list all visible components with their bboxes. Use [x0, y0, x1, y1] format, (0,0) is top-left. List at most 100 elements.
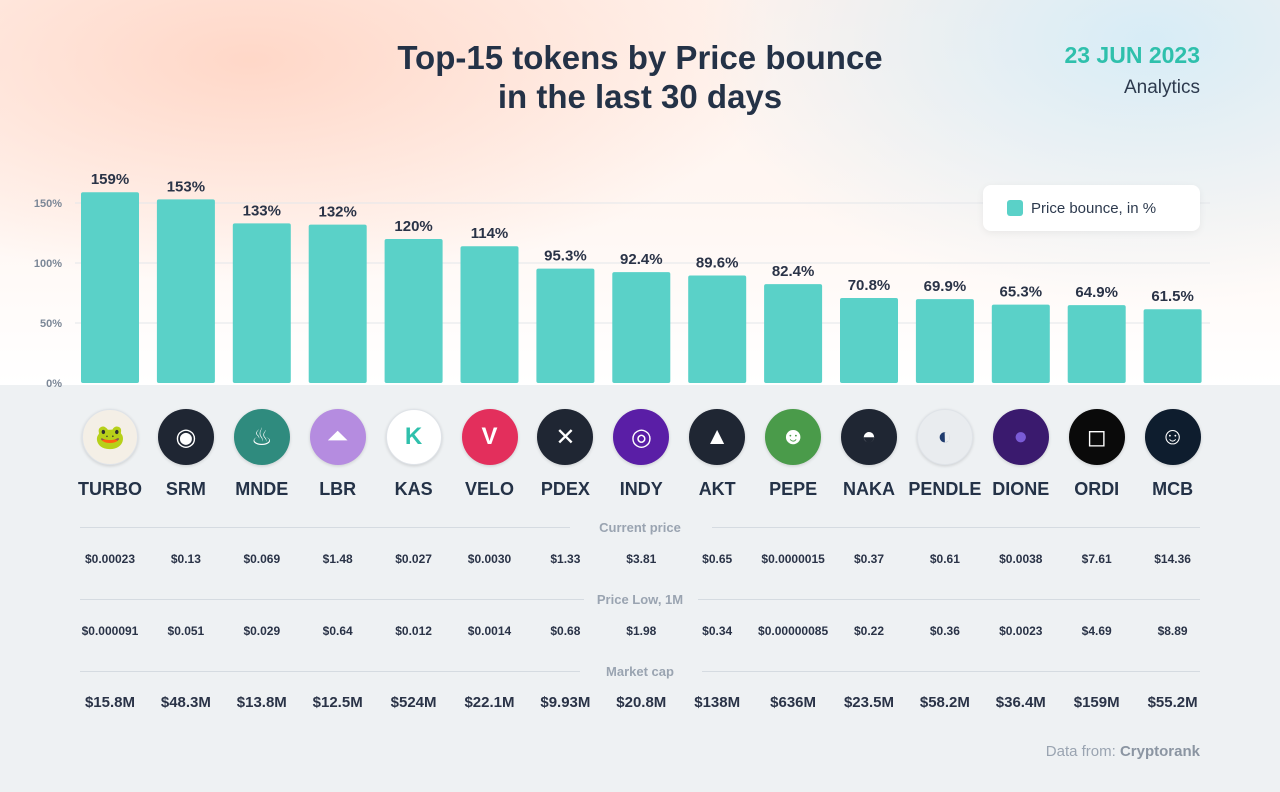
frog-toad-icon: 🐸 [82, 409, 138, 465]
legend-label: Price bounce, in % [1031, 199, 1157, 217]
chart-legend: Price bounce, in % [983, 185, 1200, 231]
bar-akt [688, 275, 747, 383]
price-low-value: $0.68 [550, 624, 581, 638]
token-symbol: MNDE [235, 479, 289, 499]
market-cap-value: $138M [694, 694, 741, 711]
data-source-name: Cryptorank [1119, 743, 1200, 760]
pepe-frog-icon: ☻ [765, 409, 822, 465]
bar-srm [156, 199, 215, 383]
section-label-price-low: Price Low, 1M [596, 592, 684, 607]
current-price-value: $1.48 [322, 552, 353, 566]
token-symbol: PENDLE [908, 479, 982, 499]
current-price-value: $0.61 [929, 552, 960, 566]
price-low-value: $0.029 [243, 624, 281, 638]
bar-value-label: 114% [471, 225, 509, 242]
bar-turbo [81, 192, 139, 383]
market-cap-value: $22.1M [464, 694, 515, 711]
market-cap-value: $20.8M [616, 694, 667, 711]
bar-value-label: 133% [243, 202, 281, 219]
bar-value-label: 132% [319, 204, 357, 221]
section-divider [712, 527, 1200, 528]
chart-title-line-1: Top-15 tokens by Price bounce [397, 39, 883, 76]
bar-indy [612, 272, 671, 383]
bar-chart: 0% 50% 100% 150% 159% 153% 133% 132% 120% 114% 95… [34, 171, 1210, 390]
bar-mcb [1143, 309, 1202, 383]
lybra-icon: ⏶ [309, 409, 366, 465]
section-divider [80, 527, 570, 528]
market-cap-value: $36.4M [995, 694, 1046, 711]
velo-icon: V [461, 409, 518, 465]
bar-value-label: 61.5% [1151, 288, 1194, 305]
bar-value-label: 65.3% [1000, 284, 1043, 301]
market-cap-value: $23.5M [843, 694, 895, 711]
y-tick-label: 100% [34, 258, 62, 270]
bar-mnde [232, 223, 291, 383]
section-label-market-cap: Market cap [606, 664, 674, 679]
section-label-current-price: Current price [599, 520, 681, 535]
price-low-value: $0.34 [702, 624, 733, 638]
bar-ordi [1067, 305, 1126, 383]
price-low-value: $0.22 [853, 624, 885, 638]
token-symbol: LBR [319, 479, 357, 499]
current-price-value: $0.0030 [467, 552, 512, 566]
price-low-value: $0.051 [167, 624, 205, 638]
current-price-value: $0.027 [395, 552, 432, 566]
market-cap-value: $15.8M [84, 694, 136, 711]
market-cap-value: $12.5M [312, 694, 363, 711]
price-low-value: $0.64 [322, 624, 353, 638]
current-price-value: $0.37 [853, 552, 885, 566]
market-cap-value: $55.2M [1147, 694, 1198, 711]
ordi-icon: ◻ [1068, 409, 1125, 465]
bar-kas [384, 239, 443, 383]
chart-bars: 159% 153% 133% 132% 120% 114% 95.3% 92.4% 89.6% 8… [81, 171, 1202, 383]
current-price-value: $0.069 [243, 552, 281, 566]
data-source: Data from: Cryptorank [1046, 743, 1200, 760]
token-symbol: NAKA [843, 479, 895, 499]
serum-drop-icon: ◉ [157, 409, 214, 465]
price-low-value: $1.98 [626, 624, 657, 638]
bar-pepe [764, 284, 823, 383]
current-price-value: $0.0038 [999, 552, 1043, 566]
bar-value-label: 70.8% [848, 277, 891, 294]
token-symbol: SRM [165, 479, 206, 499]
token-symbol: PDEX [540, 479, 590, 499]
token-symbol: DIONE [992, 479, 1050, 499]
market-cap-value: $159M [1073, 694, 1120, 711]
report-date: 23 JUN 2023 [1064, 42, 1200, 68]
bar-naka [840, 298, 898, 383]
nakamoto-mask-icon: ◓ [841, 409, 897, 465]
bar-value-label: 92.4% [620, 251, 663, 268]
y-tick-label: 50% [40, 318, 62, 330]
price-low-value: $0.00000085 [758, 624, 829, 638]
report-subtitle: Analytics [1123, 77, 1200, 98]
bar-pdex [536, 268, 595, 383]
mcb-icon: ☺ [1144, 409, 1201, 465]
current-price-value: $1.33 [550, 552, 581, 566]
legend-swatch [1007, 200, 1023, 216]
current-price-value: $0.65 [702, 552, 733, 566]
market-cap-value: $9.93M [540, 694, 591, 711]
token-symbol: AKT [698, 479, 736, 499]
chef-hat-icon: ♨ [233, 409, 290, 465]
market-cap-value: $48.3M [160, 694, 211, 711]
bar-value-label: 159% [91, 171, 129, 188]
current-price-value: $0.0000015 [761, 552, 825, 566]
pendle-icon: ◐ [916, 409, 973, 465]
price-low-value: $4.69 [1081, 624, 1112, 638]
indigo-eye-icon: ◎ [613, 409, 670, 465]
chart-title-line-2: in the last 30 days [497, 78, 783, 115]
token-symbol: VELO [464, 479, 514, 499]
bar-value-label: 153% [167, 178, 205, 195]
price-low-value: $0.012 [395, 624, 432, 638]
price-low-value: $0.0023 [999, 624, 1043, 638]
current-price-value: $3.81 [626, 552, 657, 566]
bar-value-label: 89.6% [696, 254, 739, 271]
token-symbol: KAS [394, 479, 433, 499]
current-price-value: $14.36 [1154, 552, 1191, 566]
token-symbol: INDY [619, 479, 663, 499]
section-divider [80, 671, 580, 672]
bar-value-label: 69.9% [924, 278, 967, 295]
dione-orb-icon: ● [992, 409, 1049, 465]
polkadex-x-icon: ✕ [537, 409, 594, 465]
section-divider [702, 671, 1200, 672]
